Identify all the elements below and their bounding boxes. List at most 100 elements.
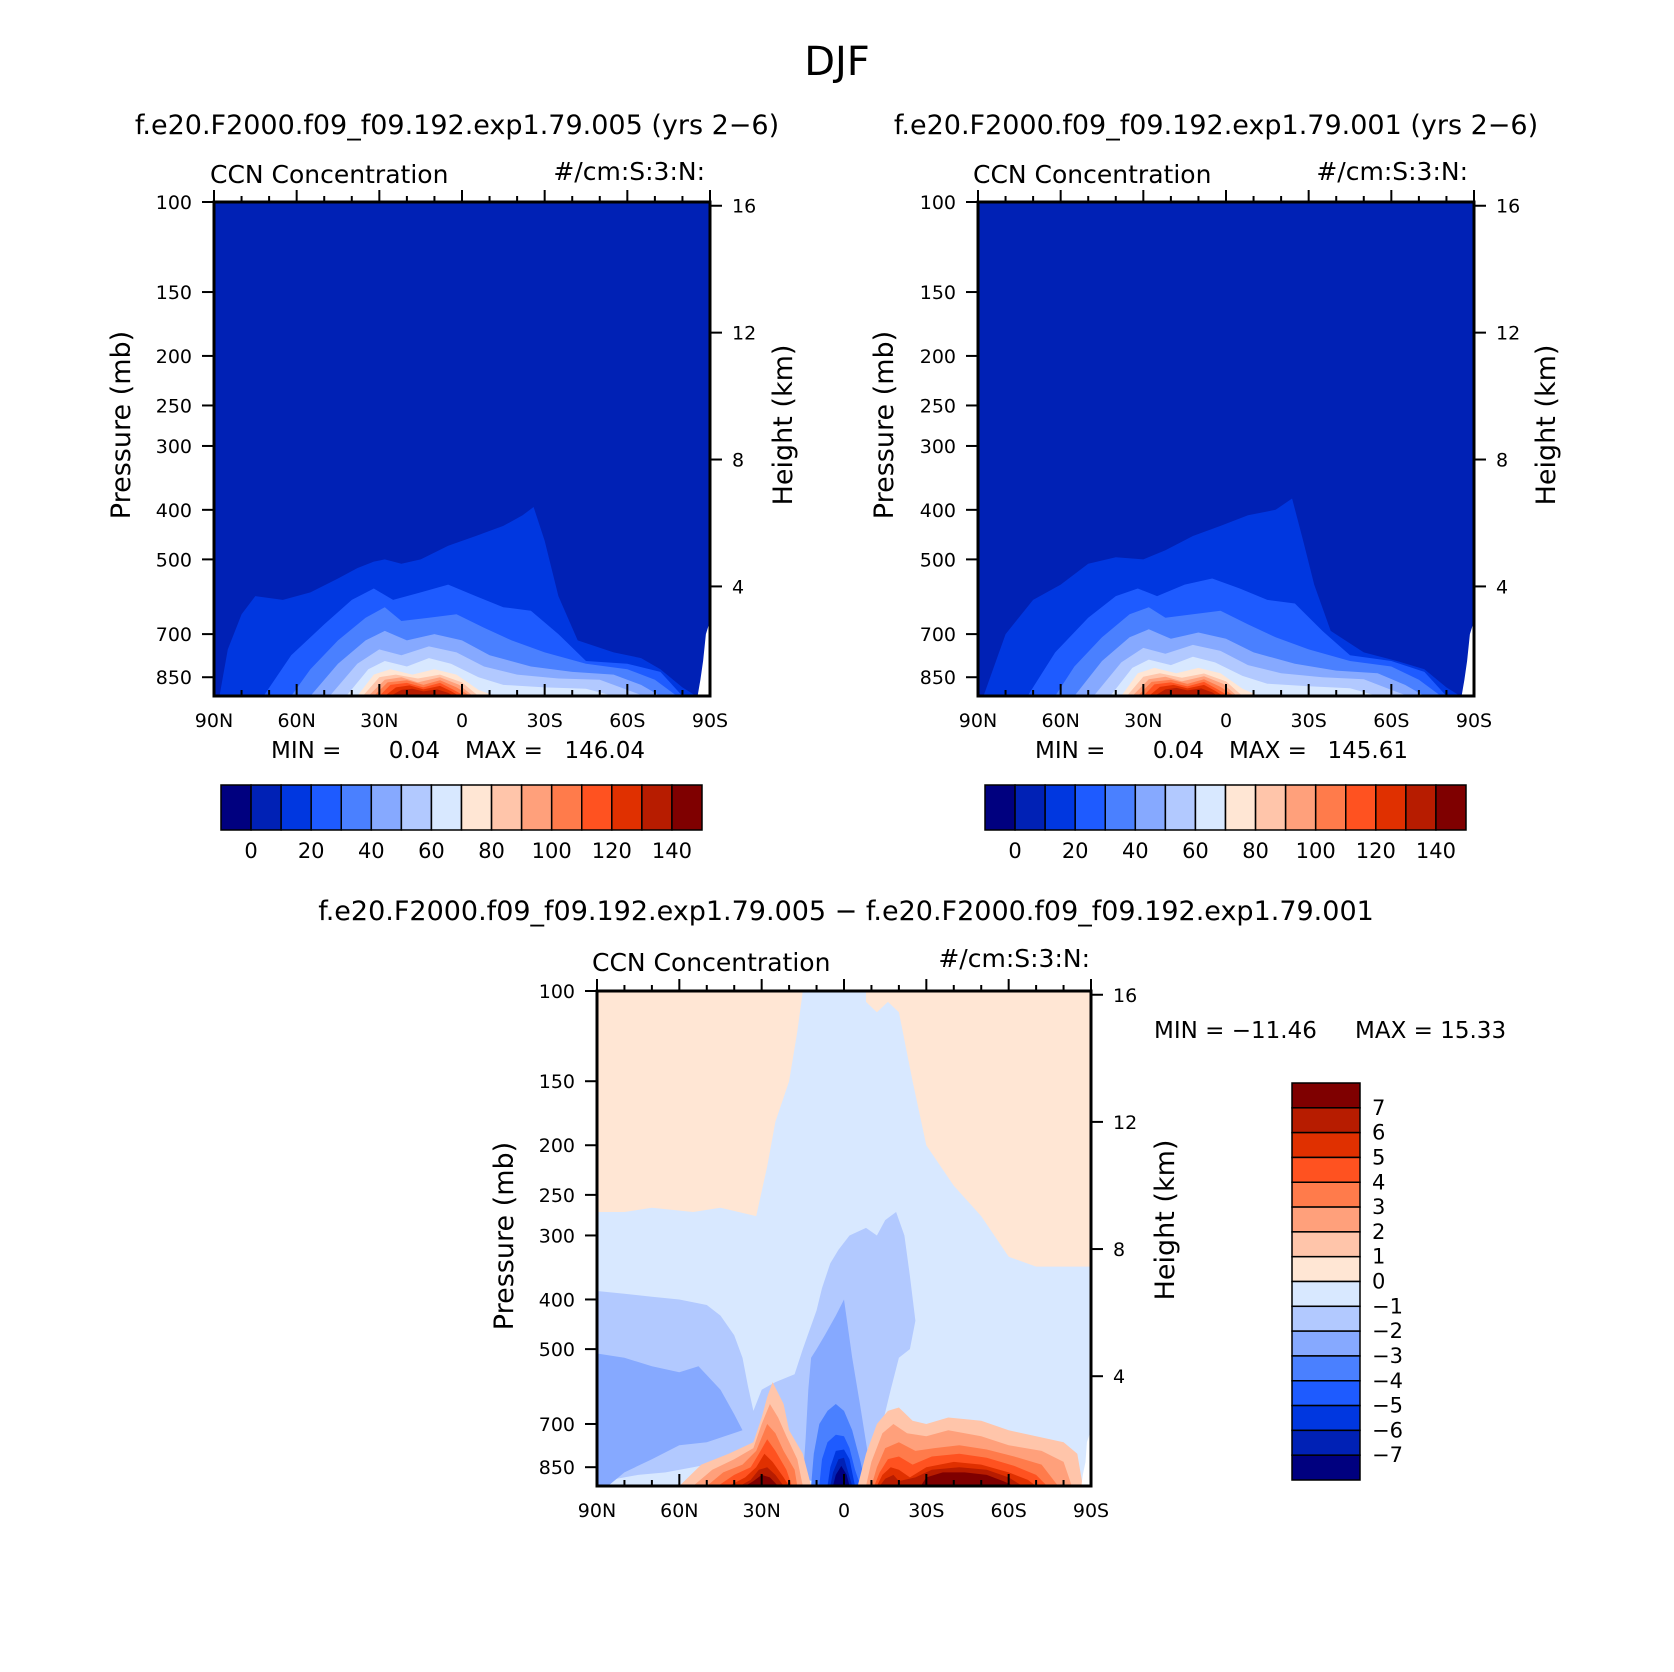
panel1-colorbar-box: [550, 784, 583, 831]
panel2-colorbar-box: [1254, 784, 1287, 831]
panel2-min-label: MIN =: [1035, 738, 1105, 764]
panel3-ytick-label: 200: [539, 1135, 575, 1157]
panel3-colorbar-label: 1: [1372, 1245, 1385, 1269]
panel1-height-tick-label: 16: [732, 196, 756, 218]
panel3-colorbar-label: −1: [1372, 1294, 1403, 1318]
panel3-colorbar-box: [1291, 1454, 1361, 1481]
panel3-ylabel: Pressure (mb): [489, 1142, 520, 1330]
panel3-colorbar-label: −2: [1372, 1319, 1403, 1343]
panel3-colorbar-box: [1291, 1131, 1361, 1159]
panel3-colorbar-box: [1291, 1280, 1361, 1308]
panel3-ytick-label: 100: [539, 981, 575, 1003]
panel2-colorbar-box: [1164, 784, 1197, 831]
panel2-colorbar-box: [1104, 784, 1137, 831]
panel2-xtick-label: 30N: [1124, 710, 1162, 732]
panel1-max-label: MAX =: [465, 738, 543, 764]
panel1-xtick-label: 30N: [360, 710, 398, 732]
panel2-ytick-label: 700: [920, 624, 956, 646]
panel2-plot-area: 90N 60N 30N 0 30S 60S 90S 100 150 200 250 300 400 500…: [920, 190, 1520, 732]
panel2-colorbar-box: [1345, 784, 1377, 831]
panel3-colorbar-label: 5: [1372, 1145, 1385, 1169]
panel2-colorbar-box: [1074, 784, 1106, 831]
panel1-ytick-label: 250: [156, 395, 192, 417]
panel3-ylabel-right: Height (km): [1150, 1140, 1181, 1301]
panel2-colorbar-box: [1435, 784, 1467, 831]
panel3-height-tick-label: 4: [1113, 1366, 1125, 1388]
panel2-colorbar-label: 40: [1122, 839, 1149, 863]
panel3-region-22: [920, 1472, 1015, 1486]
panel1-ytick-label: 500: [156, 549, 192, 571]
panel3-colorbar-label: −3: [1372, 1344, 1403, 1368]
panel3-colorbar-box: [1291, 1082, 1361, 1109]
panel3-colorbar-box: [1291, 1231, 1361, 1258]
panel1-contour-fills: [214, 202, 710, 696]
panel1-height-tick-label: 8: [732, 450, 744, 472]
panel3-colorbar-label: 0: [1372, 1270, 1385, 1294]
panel1-colorbar-box: [490, 784, 523, 831]
panel1-colorbar-label: 40: [358, 839, 385, 863]
panel1-ytick-label: 700: [156, 624, 192, 646]
panel3-region-8: [833, 1465, 850, 1486]
panel2-ytick-label: 850: [920, 667, 956, 689]
panel3-title: f.e20.F2000.f09_f09.192.exp1.79.005 − f.…: [318, 896, 1374, 927]
panel3-xtick-label: 90S: [1073, 1500, 1109, 1522]
panel1-colorbar-label: 140: [652, 839, 692, 863]
panel1-colorbar-box: [310, 784, 342, 831]
panel1-xtick-label: 0: [456, 710, 468, 732]
panel2-missing-data: [1461, 621, 1474, 696]
panel1-title: f.e20.F2000.f09_f09.192.exp1.79.005 (yrs…: [135, 110, 779, 141]
panel2-max-value: 145.61: [1328, 738, 1408, 764]
panel2-colorbar-box: [1284, 784, 1317, 831]
panel3-colorbar-label: −7: [1372, 1443, 1403, 1467]
panel2-ytick-label: 500: [920, 549, 956, 571]
panel2-colorbar-box: [1405, 784, 1437, 831]
panel3-colorbar-box: [1291, 1305, 1361, 1332]
panel3-colorbar-box: [1291, 1380, 1361, 1407]
panel3-colorbar-box: [1291, 1156, 1361, 1183]
panel1-min-value: 0.04: [389, 738, 440, 764]
panel3-left-string: CCN Concentration: [592, 948, 830, 977]
panel2-contour-fills: [978, 202, 1474, 696]
panel1-ytick-label: 100: [156, 192, 192, 214]
panel3-colorbar-box: [1291, 1355, 1361, 1382]
panel2-colorbar-box: [1224, 784, 1257, 831]
panel3-ytick-label: 250: [539, 1185, 575, 1207]
panel3-min-text: MIN = −11.46: [1154, 1018, 1317, 1044]
panel2-colorbar-label: 0: [1008, 839, 1021, 863]
panel3-height-tick-label: 12: [1113, 1112, 1137, 1134]
panel1-colorbar-label: 80: [478, 839, 505, 863]
panel2-title: f.e20.F2000.f09_f09.192.exp1.79.001 (yrs…: [894, 110, 1538, 141]
panel1-max-value: 146.04: [565, 738, 645, 764]
panel2-units: #/cm:S:3:N:: [1316, 157, 1468, 186]
panel1-ylabel-right: Height (km): [768, 345, 799, 506]
panel1-xtick-label: 60N: [277, 710, 315, 732]
panel1-ytick-label: 300: [156, 436, 192, 458]
panel1-colorbar-label: 120: [592, 839, 632, 863]
panel3-ytick-label: 850: [539, 1457, 575, 1479]
panel3-colorbar-label: 4: [1372, 1170, 1385, 1194]
panel3-ticks: [585, 979, 1103, 1486]
panel3-region-2: [597, 1353, 743, 1486]
panel2-ytick-label: 250: [920, 395, 956, 417]
panel2-colorbar-box: [1314, 784, 1347, 831]
panel1-height-tick-label: 4: [732, 576, 744, 598]
panel3-contour-fills: [597, 991, 1091, 1486]
panel3-ytick-label: 150: [539, 1071, 575, 1093]
panel2-ytick-label: 200: [920, 346, 956, 368]
panel2-height-tick-label: 8: [1496, 450, 1508, 472]
panel1-units: #/cm:S:3:N:: [553, 157, 705, 186]
panel1-plot-area: 90N 60N 30N 0 30S 60S 90S 100 150 200 250 300 400 500…: [156, 190, 756, 732]
panel3-colorbar-box: [1291, 1181, 1361, 1208]
panel1-ytick-label: 850: [156, 667, 192, 689]
panel1-colorbar-box: [370, 784, 403, 831]
panel2-colorbar-label: 120: [1356, 839, 1396, 863]
panel2-colorbar-label: 20: [1062, 839, 1089, 863]
panel3-colorbar-label: 2: [1372, 1220, 1385, 1244]
panel3-colorbar-box: [1291, 1107, 1361, 1134]
panel3-ytick-label: 700: [539, 1414, 575, 1436]
panel3-xtick-label: 60S: [991, 1500, 1027, 1522]
panel3-colorbar-label: 7: [1372, 1096, 1385, 1120]
panel3-colorbar-label: 6: [1372, 1121, 1385, 1145]
panel2-ylabel-right: Height (km): [1531, 345, 1562, 506]
